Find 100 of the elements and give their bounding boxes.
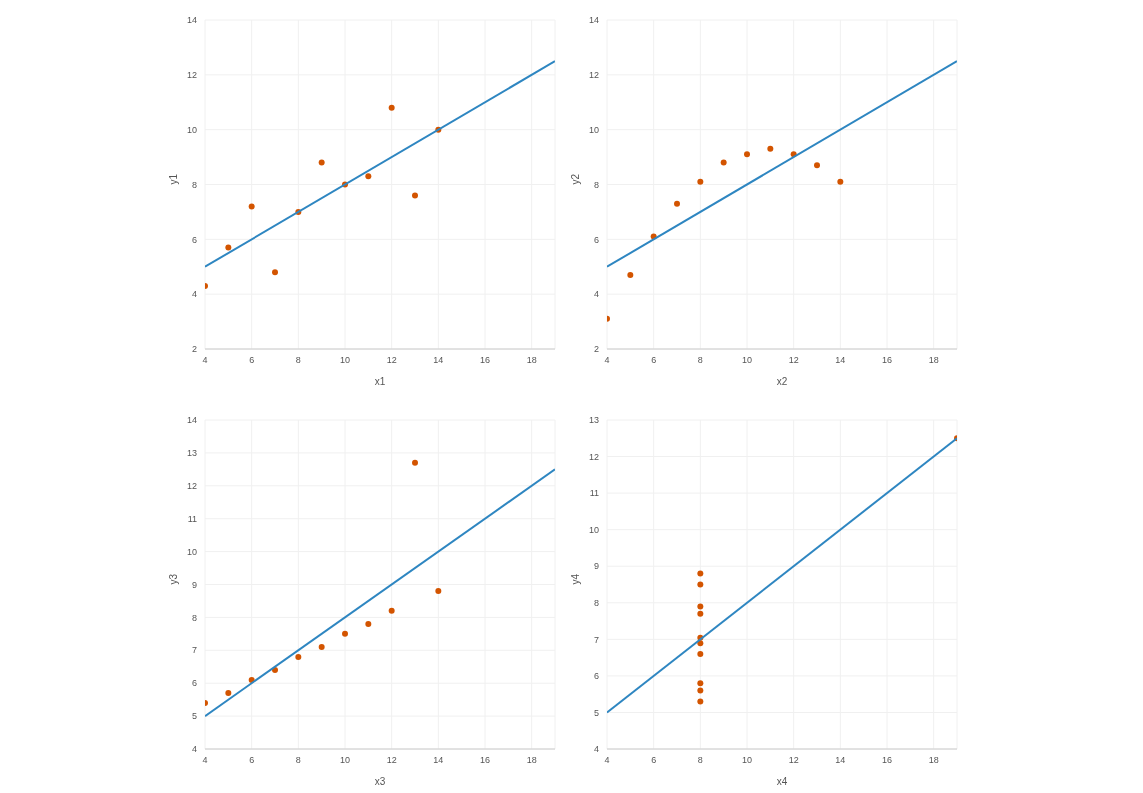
y-tick-label: 6 — [593, 671, 599, 682]
y-axis-title: y2 — [569, 173, 581, 185]
x-tick-label: 4 — [202, 755, 208, 766]
y-tick-label: 6 — [593, 234, 599, 245]
y-tick-label: 2 — [191, 344, 197, 355]
y-tick-label: 4 — [593, 289, 599, 300]
point — [837, 178, 844, 185]
y-tick-label: 11 — [187, 513, 197, 524]
point — [720, 159, 727, 166]
y-tick-label: 9 — [191, 579, 197, 590]
x-tick-label: 12 — [386, 755, 397, 766]
point — [435, 588, 442, 595]
x-tick-label: 14 — [433, 355, 444, 366]
x-axis-title: x4 — [776, 776, 788, 787]
y-tick-label: 14 — [588, 15, 599, 26]
point — [697, 603, 704, 610]
y-tick-label: 12 — [588, 451, 599, 462]
x-axis-title: x3 — [374, 776, 386, 787]
y-tick-label: 5 — [191, 711, 197, 722]
x-tick-label: 8 — [697, 755, 703, 766]
x-tick-label: 8 — [295, 355, 301, 366]
x-tick-label: 18 — [928, 755, 939, 766]
x-axis-title: x2 — [776, 376, 788, 387]
point — [388, 104, 395, 111]
point — [318, 644, 325, 651]
x-tick-label: 14 — [433, 755, 444, 766]
y-axis-title: y4 — [569, 573, 581, 585]
y-tick-label: 6 — [191, 678, 197, 689]
point — [744, 151, 750, 158]
y-tick-label: 6 — [191, 234, 197, 245]
y-axis-title: y1 — [167, 173, 179, 185]
point — [318, 159, 325, 166]
x-tick-label: 16 — [881, 755, 893, 766]
x-tick-label: 16 — [479, 755, 491, 766]
point — [388, 607, 395, 614]
x-tick-label: 18 — [526, 355, 537, 366]
point — [697, 570, 704, 577]
y-tick-label: 2 — [593, 344, 599, 355]
x-tick-label: 12 — [788, 755, 799, 766]
y-tick-label: 12 — [186, 70, 197, 81]
y-tick-label: 12 — [588, 70, 599, 81]
x-tick-label: 12 — [788, 355, 799, 366]
x-tick-label: 14 — [835, 355, 846, 366]
point — [272, 269, 278, 276]
y-tick-label: 13 — [186, 448, 197, 459]
x-tick-label: 14 — [835, 755, 846, 766]
y-tick-label: 9 — [593, 561, 599, 572]
point — [767, 145, 774, 152]
y-tick-label: 5 — [593, 707, 599, 718]
point — [697, 650, 704, 657]
point — [365, 620, 372, 627]
point — [412, 459, 418, 466]
point — [412, 192, 418, 199]
y-tick-label: 8 — [191, 612, 197, 623]
y-axis-title: y3 — [167, 573, 179, 585]
x-tick-label: 16 — [479, 355, 491, 366]
x-tick-label: 10 — [741, 355, 753, 366]
y-tick-label: 10 — [588, 124, 599, 135]
y-tick-label: 11 — [589, 488, 599, 499]
x-tick-label: 10 — [339, 755, 351, 766]
point — [248, 203, 255, 210]
point — [342, 630, 348, 637]
y-tick-label: 8 — [191, 179, 197, 190]
y-tick-label: 14 — [186, 15, 197, 26]
point — [814, 162, 820, 169]
point — [697, 680, 704, 687]
x-tick-label: 10 — [339, 355, 351, 366]
point — [697, 687, 704, 694]
y-tick-label: 13 — [588, 415, 599, 426]
x-tick-label: 12 — [386, 355, 397, 366]
point — [365, 173, 372, 180]
y-tick-label: 8 — [593, 597, 599, 608]
x-tick-label: 18 — [928, 355, 939, 366]
y-tick-label: 10 — [588, 524, 599, 535]
point — [627, 271, 634, 278]
point — [674, 200, 680, 207]
x-tick-label: 10 — [741, 755, 753, 766]
x-tick-label: 6 — [249, 355, 255, 366]
point — [697, 610, 704, 617]
point — [697, 698, 704, 705]
point — [225, 244, 232, 251]
x-tick-label: 6 — [651, 355, 657, 366]
x-tick-label: 6 — [249, 755, 255, 766]
point — [697, 178, 704, 185]
x-tick-label: 4 — [604, 755, 610, 766]
y-tick-label: 4 — [191, 744, 197, 755]
y-tick-label: 10 — [186, 124, 197, 135]
point — [225, 690, 232, 697]
x-tick-label: 16 — [881, 355, 893, 366]
x-tick-label: 6 — [651, 755, 657, 766]
point — [697, 581, 704, 588]
x-axis-title: x1 — [374, 376, 386, 387]
point — [295, 653, 302, 660]
y-tick-label: 4 — [191, 289, 197, 300]
y-tick-label: 10 — [186, 546, 197, 557]
y-tick-label: 8 — [593, 179, 599, 190]
x-tick-label: 4 — [202, 355, 208, 366]
x-tick-label: 8 — [697, 355, 703, 366]
x-tick-label: 18 — [526, 755, 537, 766]
y-tick-label: 12 — [186, 480, 197, 491]
